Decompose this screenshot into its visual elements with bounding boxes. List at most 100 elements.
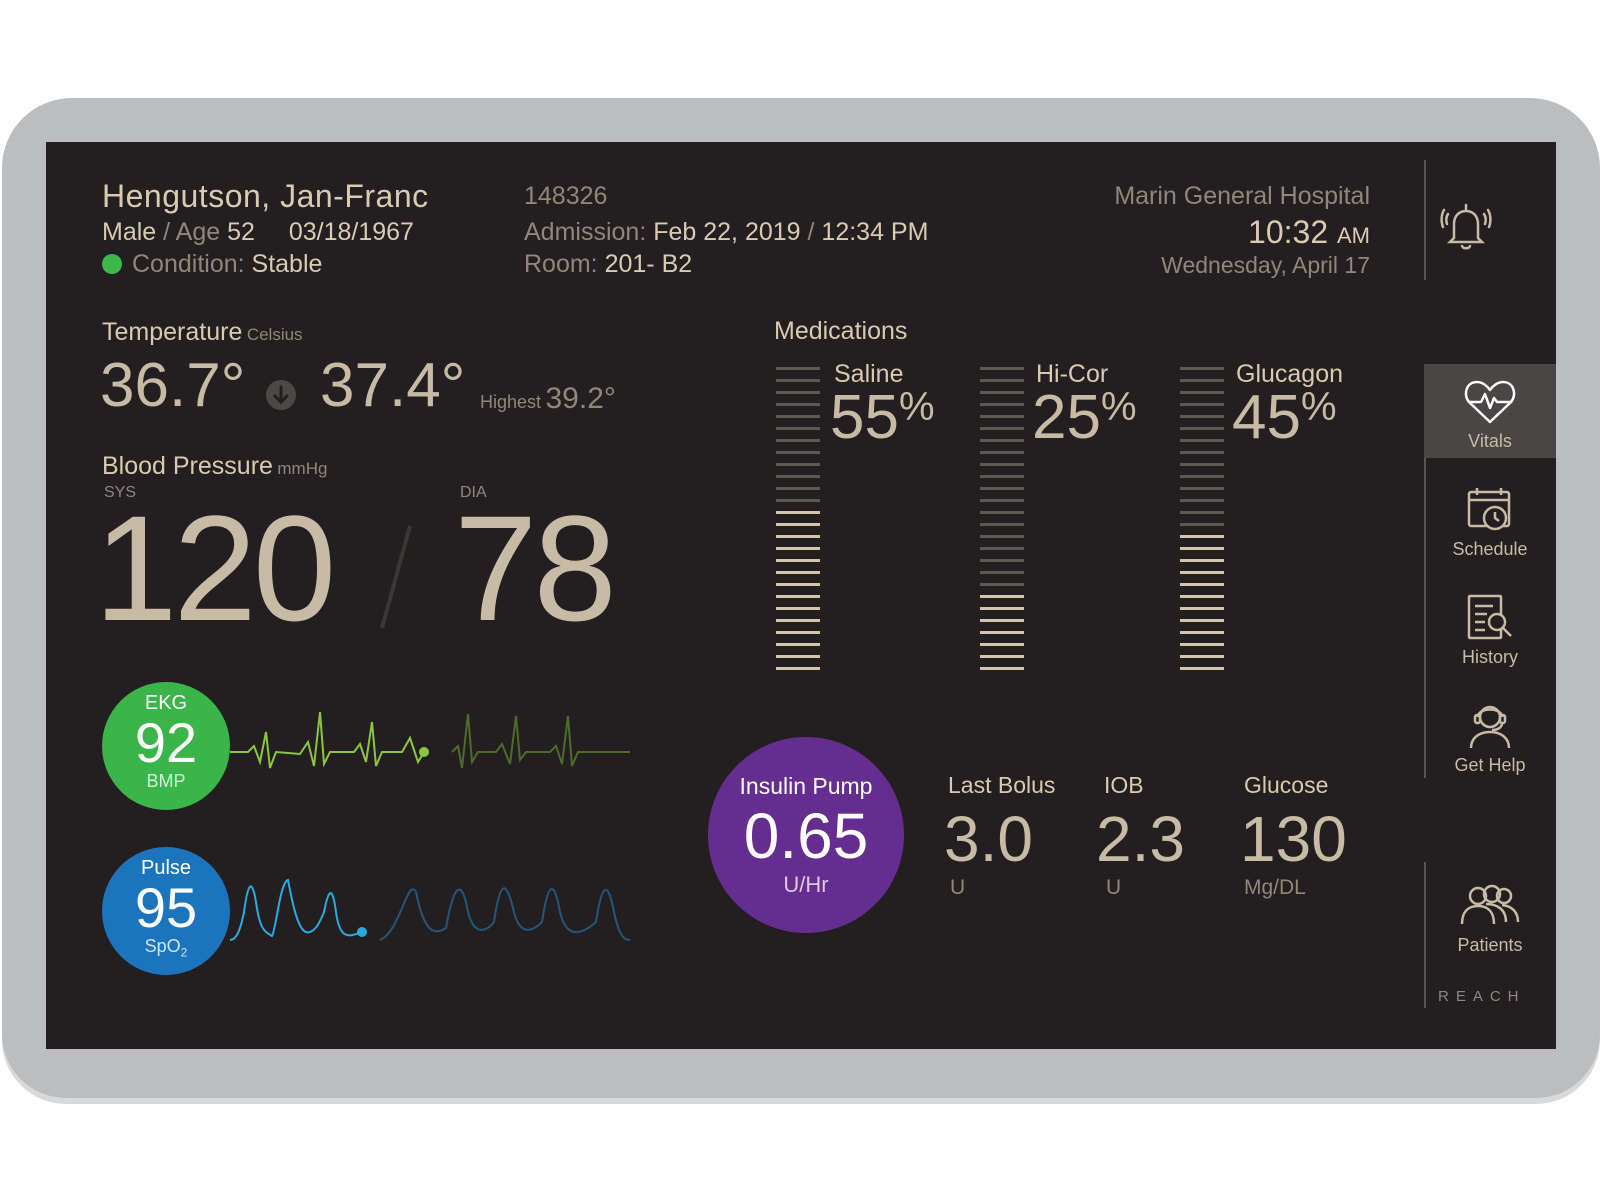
pulse-label: Pulse xyxy=(140,857,192,879)
sys-label: SYS xyxy=(104,484,137,501)
time-value: 10:32 xyxy=(1248,214,1329,250)
temperature-current: 36.7° xyxy=(100,351,246,420)
level-tick xyxy=(980,427,1024,430)
level-tick xyxy=(980,367,1024,370)
document-search-icon xyxy=(1467,594,1512,640)
bp-separator xyxy=(380,525,412,629)
level-tick xyxy=(1180,451,1224,454)
sidebar-divider-middle xyxy=(1424,364,1426,778)
admission-time: 12:34 PM xyxy=(821,218,929,246)
pulse-unit: SpO2 xyxy=(144,936,188,960)
level-tick xyxy=(776,583,820,586)
calendar-clock-icon xyxy=(1467,488,1511,531)
level-tick xyxy=(980,415,1024,418)
pulse-circle[interactable]: Pulse 95 SpO2 xyxy=(102,847,230,975)
glucose-value: 130 xyxy=(1240,803,1347,875)
ekg-label: EKG xyxy=(144,692,188,714)
saline-level-scale xyxy=(776,367,820,677)
level-tick xyxy=(1180,415,1224,418)
medications-title: Medications xyxy=(774,317,908,345)
level-tick xyxy=(980,595,1024,598)
sidebar-item-label: Get Help xyxy=(1454,755,1526,775)
sidebar-divider-bottom xyxy=(1424,862,1426,1008)
sidebar-item-label: Schedule xyxy=(1452,539,1528,559)
patient-dob: 03/18/1967 xyxy=(288,218,414,246)
iob-value: 2.3 xyxy=(1096,803,1185,875)
level-tick xyxy=(980,643,1024,646)
level-tick xyxy=(776,391,820,394)
level-tick xyxy=(1180,475,1224,478)
heart-pulse-icon xyxy=(1464,380,1516,424)
level-tick xyxy=(776,427,820,430)
sidebar-item-label: History xyxy=(1461,647,1518,667)
brand-logo: REACH xyxy=(1438,988,1526,1005)
bp-header: Blood Pressure mmHg xyxy=(102,452,327,481)
level-tick xyxy=(1180,595,1224,598)
insulin-label: Insulin Pump xyxy=(739,773,873,799)
patient-demographics: Male / Age 52 03/18/1967 xyxy=(102,218,414,246)
level-tick xyxy=(776,619,820,622)
ekg-unit: BMP xyxy=(146,771,186,791)
ekg-value: 92 xyxy=(134,711,198,774)
admission-date: Feb 22, 2019 xyxy=(653,218,801,246)
admission-info: Admission: Feb 22, 2019 / 12:34 PM xyxy=(524,218,929,246)
arrow-down-icon xyxy=(266,380,296,410)
level-tick xyxy=(776,607,820,610)
sidebar-item-label: Vitals xyxy=(1468,431,1512,451)
level-tick xyxy=(776,511,820,514)
temperature-previous: 37.4° xyxy=(320,351,466,420)
level-tick xyxy=(776,535,820,538)
sidebar-item-vitals[interactable]: Vitals xyxy=(1424,364,1556,458)
level-tick xyxy=(980,667,1024,670)
level-tick xyxy=(1180,583,1224,586)
room-value: 201- B2 xyxy=(604,250,693,278)
ekg-circle[interactable]: EKG 92 BMP xyxy=(102,682,230,810)
glucagon-name: Glucagon xyxy=(1236,360,1344,388)
level-tick xyxy=(980,451,1024,454)
time-ampm: AM xyxy=(1337,223,1370,248)
last-bolus-value: 3.0 xyxy=(944,803,1033,875)
level-tick xyxy=(1180,535,1224,538)
level-tick xyxy=(776,475,820,478)
current-time: 10:32 AM xyxy=(1248,214,1370,251)
level-tick xyxy=(980,619,1024,622)
level-tick xyxy=(1180,487,1224,490)
insulin-rate: 0.65 xyxy=(743,800,869,872)
level-tick xyxy=(1180,607,1224,610)
level-tick xyxy=(776,499,820,502)
level-tick xyxy=(1180,499,1224,502)
pulse-value: 95 xyxy=(134,876,198,939)
last-bolus-label: Last Bolus xyxy=(948,772,1056,798)
iob-unit: U xyxy=(1106,876,1122,899)
level-tick xyxy=(1180,559,1224,562)
patient-age: 52 xyxy=(227,218,255,246)
sidebar-item-schedule[interactable]: Schedule xyxy=(1424,472,1556,566)
temperature-unit: Celsius xyxy=(246,325,303,344)
level-tick xyxy=(1180,547,1224,550)
level-tick xyxy=(980,499,1024,502)
insulin-pump-circle[interactable]: Insulin Pump 0.65 U/Hr xyxy=(708,737,904,933)
sidebar-item-get-help[interactable]: Get Help xyxy=(1424,688,1556,782)
current-date: Wednesday, April 17 xyxy=(1161,252,1370,278)
highest-label: Highest xyxy=(480,392,542,412)
sidebar-item-patients[interactable]: Patients xyxy=(1424,868,1556,962)
level-tick xyxy=(1180,403,1224,406)
level-tick xyxy=(776,559,820,562)
patient-name: Hengutson, Jan-Franc xyxy=(102,178,429,214)
level-tick xyxy=(980,403,1024,406)
headset-person-icon xyxy=(1469,705,1511,749)
glucagon-percent: 45% xyxy=(1232,383,1337,452)
condition-label: Condition: xyxy=(132,250,245,278)
level-tick xyxy=(1180,643,1224,646)
level-tick xyxy=(776,463,820,466)
level-tick xyxy=(980,463,1024,466)
level-tick xyxy=(776,367,820,370)
level-tick xyxy=(980,475,1024,478)
ekg-waveform xyxy=(230,711,630,769)
bell-alarm-icon[interactable] xyxy=(1436,196,1496,256)
dia-label: DIA xyxy=(460,484,487,501)
hicor-percent: 25% xyxy=(1032,383,1137,452)
patient-id: 148326 xyxy=(524,182,608,210)
level-tick xyxy=(1180,571,1224,574)
sidebar-item-history[interactable]: History xyxy=(1424,580,1556,674)
